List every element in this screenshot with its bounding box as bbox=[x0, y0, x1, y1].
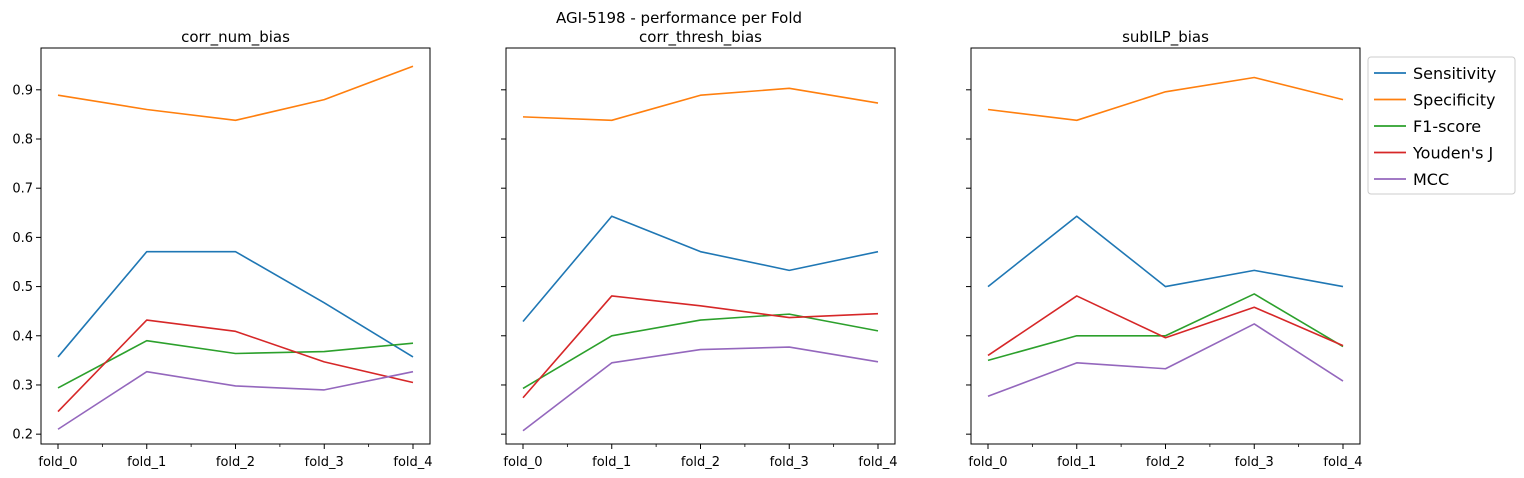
subplot-corr-num-bias: corr_num_bias fold_0 fold_1 fold_2 fold_3 fol… bbox=[12, 28, 432, 470]
legend-label-specificity: Specificity bbox=[1413, 91, 1495, 110]
y-tick-label: 0.9 bbox=[12, 83, 33, 98]
x-tick-label: fold_3 bbox=[770, 455, 809, 470]
series-line-mcc bbox=[57, 370, 414, 430]
series-line-mcc bbox=[522, 346, 879, 432]
series-line-youden-s-j bbox=[57, 319, 414, 413]
series-line-f1-score bbox=[522, 313, 879, 390]
series-line-specificity bbox=[522, 87, 879, 122]
x-tick-label: fold_4 bbox=[858, 455, 897, 470]
subplot-title: subILP_bias bbox=[1122, 28, 1209, 47]
y-tick-label: 0.5 bbox=[12, 280, 33, 295]
x-tick-label: fold_4 bbox=[393, 455, 432, 470]
subplot-subilp-bias: subILP_bias fold_0 fold_1 fold_2 fold_3 fold_… bbox=[966, 28, 1363, 470]
axes-frame bbox=[505, 47, 896, 445]
series-line-youden-s-j bbox=[987, 295, 1344, 357]
y-tick-label: 0.8 bbox=[12, 133, 33, 148]
y-tick-label: 0.4 bbox=[12, 329, 33, 344]
series-line-specificity bbox=[57, 65, 414, 122]
series-line-sensitivity bbox=[987, 215, 1344, 288]
series-line-specificity bbox=[987, 76, 1344, 122]
axes-layer: corr_num_bias fold_0 fold_1 fold_2 fold_3 fol… bbox=[12, 28, 1362, 470]
series-line-youden-s-j bbox=[522, 295, 879, 399]
x-tick-label: fold_3 bbox=[305, 455, 344, 470]
axes-frame bbox=[970, 47, 1361, 445]
series-line-f1-score bbox=[57, 339, 414, 389]
legend-label-f1-score: F1-score bbox=[1413, 117, 1481, 136]
legend-label-sensitivity: Sensitivity bbox=[1413, 64, 1496, 83]
x-tick-label: fold_1 bbox=[1057, 455, 1096, 470]
subplot-title: corr_num_bias bbox=[181, 28, 290, 47]
x-tick-label: fold_3 bbox=[1235, 455, 1274, 470]
x-tick-label: fold_0 bbox=[503, 455, 542, 470]
series-line-f1-score bbox=[987, 293, 1344, 362]
x-tick-label: fold_1 bbox=[127, 455, 166, 470]
y-tick-label: 0.6 bbox=[12, 231, 33, 246]
legend-frame bbox=[1367, 56, 1516, 195]
x-tick-label: fold_0 bbox=[968, 455, 1007, 470]
y-tick-label: 0.7 bbox=[12, 182, 33, 197]
subplot-title: corr_thresh_bias bbox=[639, 28, 762, 47]
x-tick-label: fold_2 bbox=[681, 455, 720, 470]
x-tick-label: fold_2 bbox=[1146, 455, 1185, 470]
subplot-corr-thresh-bias: corr_thresh_bias fold_0 fold_1 fold_2 fold_3… bbox=[501, 28, 898, 470]
axes-frame bbox=[40, 47, 431, 445]
y-tick-label: 0.3 bbox=[12, 378, 33, 393]
series-line-sensitivity bbox=[522, 215, 879, 323]
x-tick-label: fold_2 bbox=[216, 455, 255, 470]
figure-suptitle: AGI-5198 - performance per Fold bbox=[556, 9, 802, 27]
series-line-sensitivity bbox=[57, 250, 414, 358]
y-tick-label: 0.2 bbox=[12, 428, 33, 443]
x-tick-label: fold_4 bbox=[1323, 455, 1362, 470]
legend: Sensitivity Specificity F1-score Youden's J… bbox=[1367, 56, 1516, 195]
x-tick-label: fold_0 bbox=[38, 455, 77, 470]
legend-label-youden-s-j: Youden's J bbox=[1412, 144, 1493, 163]
legend-label-mcc: MCC bbox=[1413, 170, 1449, 189]
x-tick-label: fold_1 bbox=[592, 455, 631, 470]
series-line-mcc bbox=[987, 323, 1344, 398]
